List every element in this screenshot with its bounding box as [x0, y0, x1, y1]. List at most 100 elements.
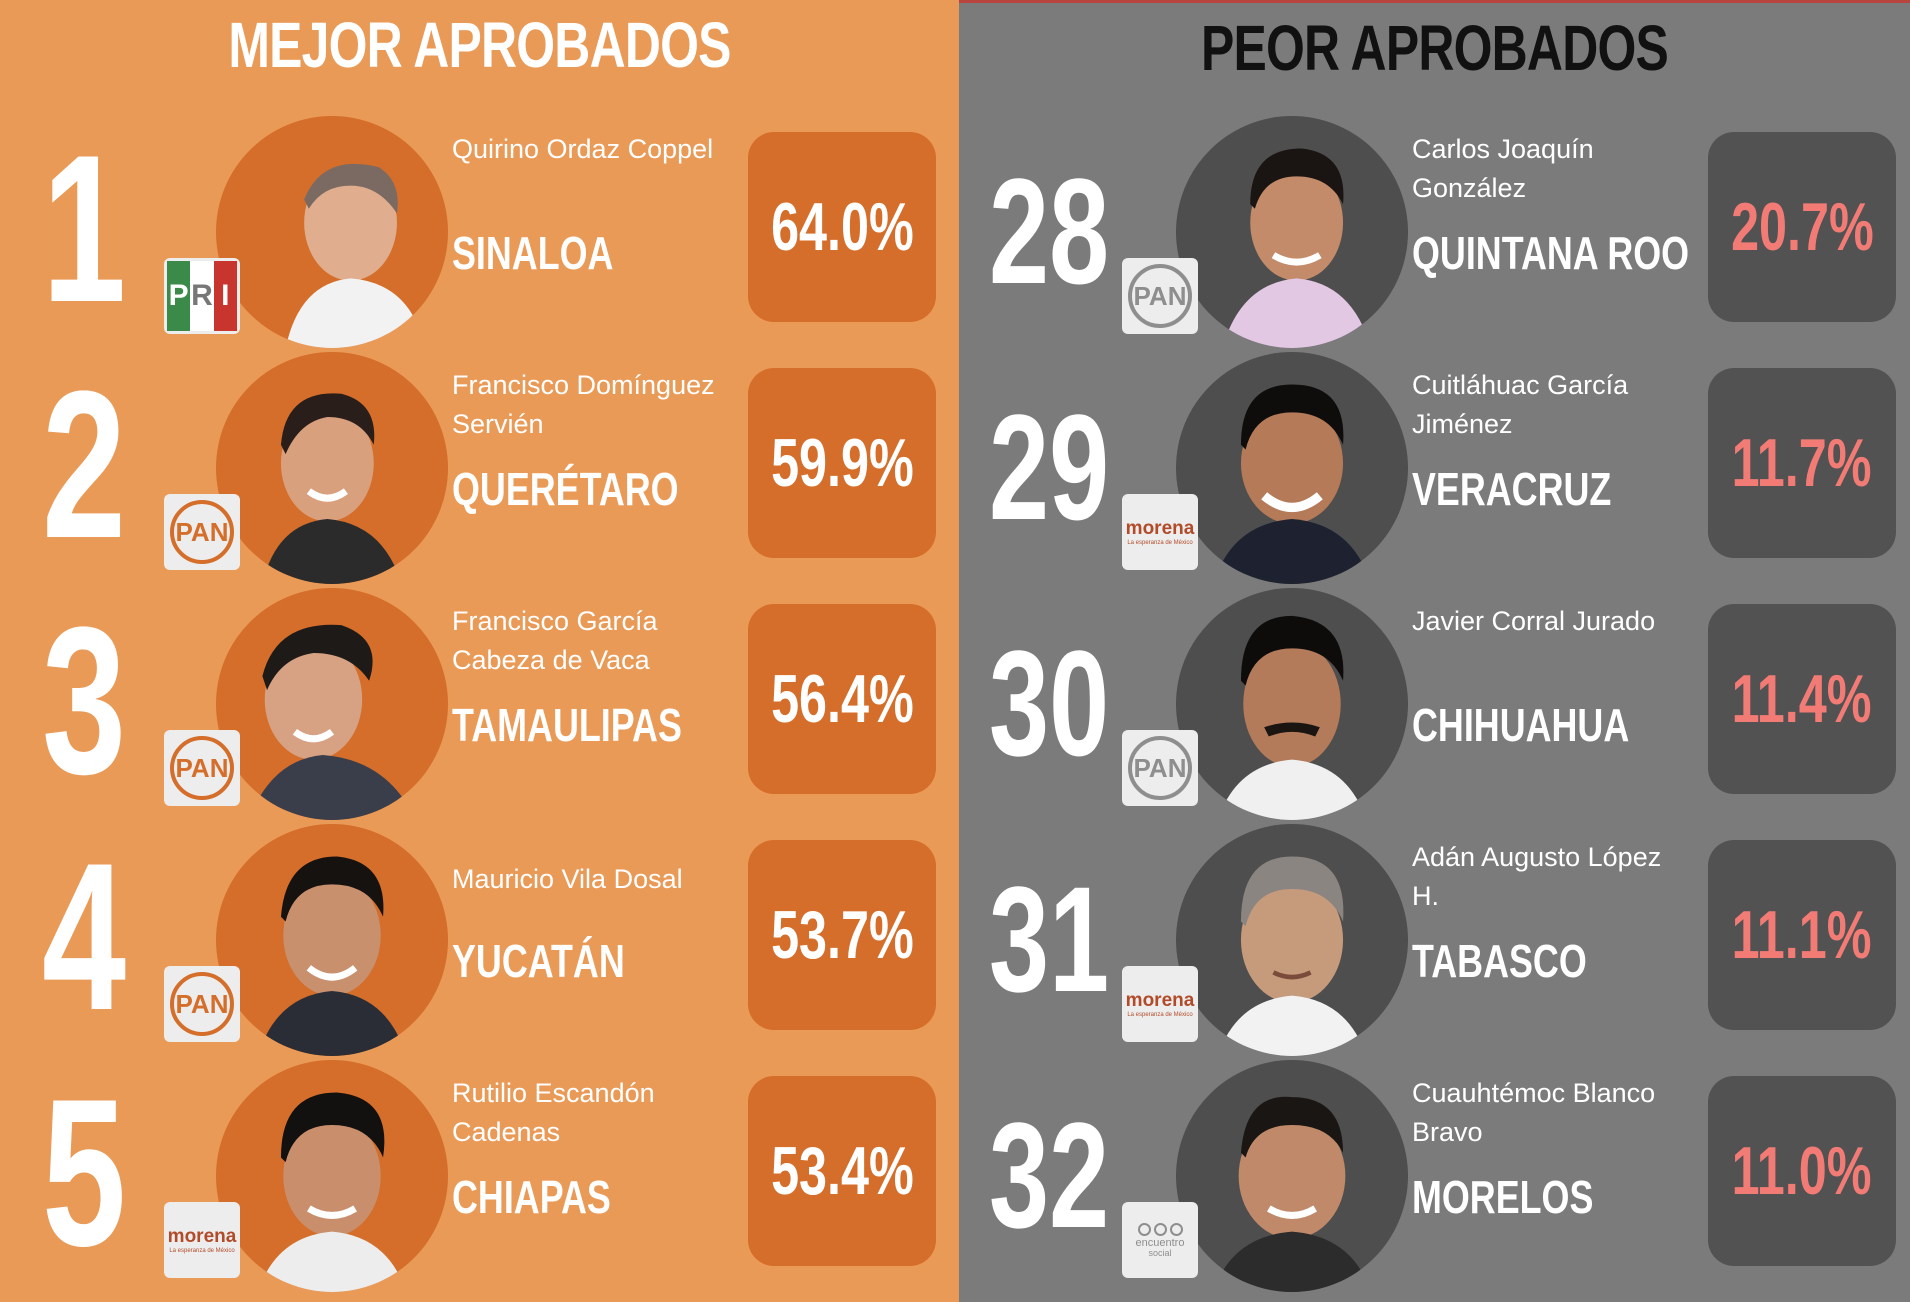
governor-name: Mauricio Vila Dosal: [452, 864, 683, 894]
party-logo-morena: morena La esperanza de México: [1122, 494, 1198, 570]
approval-value: 20.7%: [1730, 189, 1874, 265]
state-name: VERACRUZ: [1412, 463, 1612, 515]
rank-number: 1: [42, 111, 127, 346]
governor-photo: [216, 588, 448, 820]
state-name: SINALOA: [452, 227, 614, 279]
governor-name: Adán Augusto López H.: [1412, 842, 1662, 911]
worst-approved-heading: PEOR APROBADOS: [1200, 12, 1669, 84]
approval-value: 56.4%: [770, 661, 914, 737]
rank-number: 5: [42, 1055, 127, 1290]
best-approved-panel: MEJOR APROBADOS 1 P R I Quirino Ordaz Co…: [0, 0, 959, 1302]
governor-photo: [216, 352, 448, 584]
pan-logo-icon: PAN: [170, 500, 234, 564]
governor-name: Cuitláhuac García Jiménez: [1412, 370, 1629, 439]
ranking-row-worst-28: 28 PAN Carlos Joaquín González QUINTANA …: [959, 116, 1910, 352]
party-logo-pan: PAN: [1122, 730, 1198, 806]
approval-value: 64.0%: [770, 189, 914, 265]
approval-value: 53.7%: [770, 897, 914, 973]
approval-badge: 11.4%: [1708, 604, 1896, 794]
approval-value: 11.0%: [1732, 1133, 1872, 1209]
governor-name: Cuauhtémoc Blanco Bravo: [1412, 1078, 1656, 1147]
state-name: QUINTANA ROO: [1412, 227, 1690, 279]
approval-badge: 20.7%: [1708, 132, 1896, 322]
governor-name: Javier Corral Jurado: [1412, 606, 1656, 636]
state-name: TAMAULIPAS: [452, 699, 682, 751]
party-logo-morena: morena La esperanza de México: [1122, 966, 1198, 1042]
state-name: CHIAPAS: [452, 1171, 611, 1223]
ranking-row-best-3: 3 PAN Francisco García Cabeza de Vaca TA…: [0, 588, 959, 824]
governor-photo: [1176, 116, 1408, 348]
party-logo-pan: PAN: [164, 494, 240, 570]
approval-badge: 59.9%: [748, 368, 936, 558]
morena-logo-tagline: La esperanza de México: [1127, 1011, 1193, 1018]
approval-badge: 53.7%: [748, 840, 936, 1030]
state-name: TABASCO: [1412, 935, 1587, 987]
approval-badge: 11.7%: [1708, 368, 1896, 558]
encuentro-social-logo-text: encuentro: [1135, 1236, 1185, 1249]
governor-name: Carlos Joaquín González: [1412, 134, 1594, 203]
approval-value: 11.1%: [1732, 897, 1872, 973]
morena-logo-icon: morena: [167, 1225, 237, 1247]
governor-photo: [216, 824, 448, 1056]
rank-number: 4: [42, 819, 127, 1054]
rank-number: 31: [989, 855, 1110, 1023]
rank-number: 3: [42, 583, 127, 818]
morena-logo-tagline: La esperanza de México: [169, 1247, 235, 1254]
state-name: YUCATÁN: [452, 935, 625, 987]
governor-photo: [216, 1060, 448, 1292]
approval-value: 59.9%: [770, 425, 914, 501]
morena-logo-icon: morena: [1125, 517, 1195, 539]
approval-badge: 64.0%: [748, 132, 936, 322]
rank-number: 29: [989, 383, 1110, 551]
approval-badge: 53.4%: [748, 1076, 936, 1266]
pan-logo-icon: PAN: [1128, 264, 1192, 328]
pan-logo-icon: PAN: [170, 736, 234, 800]
party-logo-morena: morena La esperanza de México: [164, 1202, 240, 1278]
party-logo-pan: PAN: [1122, 258, 1198, 334]
governor-photo: [216, 116, 448, 348]
party-logo-pan: PAN: [164, 730, 240, 806]
ranking-row-best-1: 1 P R I Quirino Ordaz Coppel SINALOA 64.…: [0, 116, 959, 352]
pri-logo-icon: P R I: [167, 261, 237, 331]
approval-value: 53.4%: [770, 1133, 914, 1209]
governor-name: Francisco García Cabeza de Vaca: [452, 606, 658, 675]
best-approved-heading: MEJOR APROBADOS: [228, 9, 731, 81]
pan-logo-icon: PAN: [170, 972, 234, 1036]
encuentro-social-logo-icon: [1137, 1222, 1183, 1236]
governor-photo: [1176, 1060, 1408, 1292]
rank-number: 30: [989, 619, 1110, 787]
rank-number: 2: [42, 347, 127, 582]
approval-value: 11.4%: [1732, 661, 1872, 737]
governor-photo: [1176, 588, 1408, 820]
ranking-row-worst-29: 29 morena La esperanza de México Cuitláh…: [959, 352, 1910, 588]
pan-logo-icon: PAN: [1128, 736, 1192, 800]
morena-logo-tagline: La esperanza de México: [1127, 539, 1193, 546]
state-name: CHIHUAHUA: [1412, 699, 1630, 751]
ranking-row-best-2: 2 PAN Francisco Domínguez Servién QUERÉT…: [0, 352, 959, 588]
approval-value: 11.7%: [1732, 425, 1872, 501]
encuentro-social-logo-subtext: social: [1148, 1247, 1172, 1258]
state-name: MORELOS: [1412, 1171, 1594, 1223]
party-logo-pan: PAN: [164, 966, 240, 1042]
morena-logo-icon: morena: [1125, 989, 1195, 1011]
governor-photo: [1176, 352, 1408, 584]
governor-name: Rutilio Escandón Cadenas: [452, 1078, 655, 1147]
ranking-row-best-4: 4 PAN Mauricio Vila Dosal YUCATÁN 53.7%: [0, 824, 959, 1060]
worst-approved-panel: PEOR APROBADOS 28 PAN Carlos Joaquín Gon…: [959, 0, 1910, 1302]
party-logo-pri: P R I: [164, 258, 240, 334]
ranking-row-best-5: 5 morena La esperanza de México Rutilio …: [0, 1060, 959, 1296]
rank-number: 28: [989, 147, 1110, 315]
governor-name: Francisco Domínguez Servién: [452, 370, 715, 439]
approval-badge: 11.0%: [1708, 1076, 1896, 1266]
state-name: QUERÉTARO: [452, 463, 679, 515]
approval-badge: 56.4%: [748, 604, 936, 794]
governor-photo: [1176, 824, 1408, 1056]
ranking-row-worst-32: 32 encuentro social Cuauhtémoc Blanco Br…: [959, 1060, 1910, 1296]
approval-badge: 11.1%: [1708, 840, 1896, 1030]
party-logo-encuentro-social: encuentro social: [1122, 1202, 1198, 1278]
ranking-row-worst-30: 30 PAN Javier Corral Jurado CHIHUAHUA 11…: [959, 588, 1910, 824]
governor-name: Quirino Ordaz Coppel: [452, 134, 714, 164]
rank-number: 32: [989, 1091, 1110, 1259]
ranking-row-worst-31: 31 morena La esperanza de México Adán Au…: [959, 824, 1910, 1060]
